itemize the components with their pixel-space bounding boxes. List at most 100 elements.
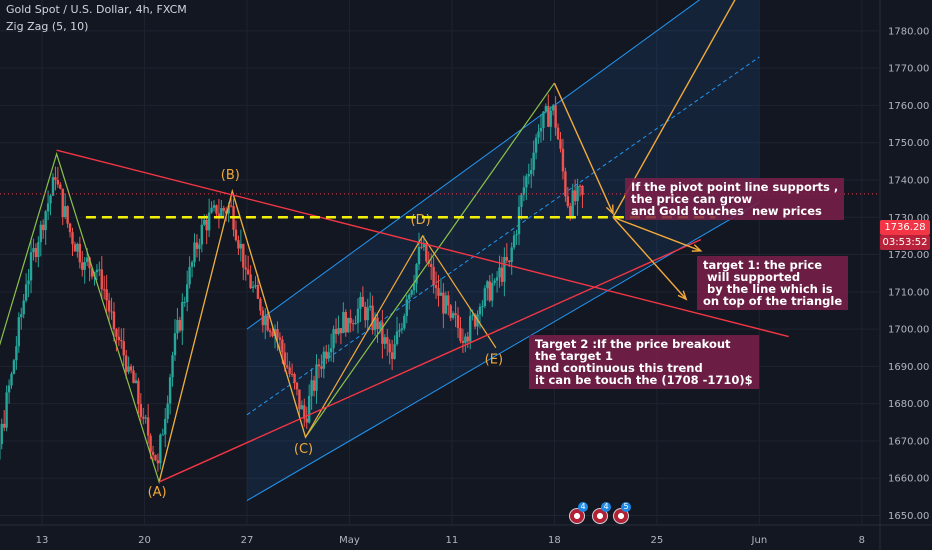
candle-body — [132, 370, 135, 384]
candle-body — [417, 246, 421, 265]
candle-body — [547, 106, 550, 127]
candle-body — [466, 336, 469, 342]
projection-arrow-target1 — [612, 216, 702, 252]
candle-body — [246, 269, 250, 275]
projection-arrow-target1-head — [691, 244, 703, 252]
candle-body — [495, 277, 499, 281]
candle-body — [403, 315, 406, 329]
candle-body — [164, 418, 167, 435]
candle-body — [486, 281, 489, 289]
candle-body — [500, 267, 504, 282]
pivot-note-line: If the pivot point line supports , — [631, 180, 839, 194]
candle-body — [237, 240, 240, 249]
candle-body — [46, 203, 50, 212]
candle-body — [464, 336, 467, 344]
candle-body — [264, 315, 267, 326]
candle-body — [456, 315, 460, 328]
candle-body — [71, 232, 74, 245]
candle-body — [329, 348, 333, 353]
candle-body — [549, 110, 552, 127]
y-tick-label: 1720.00 — [888, 250, 929, 261]
candle-body — [527, 174, 530, 177]
candle-body — [259, 298, 262, 311]
target1-note-line: on top of the triangle — [703, 294, 843, 308]
candle-body — [559, 139, 562, 149]
candle-body — [120, 340, 123, 342]
candle-body — [5, 392, 8, 428]
candle-body — [322, 351, 326, 369]
candle-body — [373, 317, 377, 331]
y-tick-label: 1760.00 — [888, 101, 929, 112]
candle-body — [183, 302, 186, 304]
y-tick-label: 1670.00 — [888, 436, 929, 447]
candle-body — [488, 281, 491, 301]
x-tick-label: 8 — [859, 535, 865, 546]
candle-body — [234, 229, 238, 241]
candle-body — [315, 364, 318, 391]
candle-body — [22, 300, 25, 315]
candle-body — [78, 243, 82, 263]
candle-body — [227, 205, 230, 214]
candle-body — [434, 285, 438, 289]
event-count-badge: 4 — [578, 502, 588, 512]
candle-body — [539, 127, 543, 132]
candle-body — [251, 286, 255, 289]
wave-point-label: (C) — [294, 442, 313, 457]
candle-body — [461, 340, 465, 344]
us-flag-icon[interactable] — [592, 508, 608, 524]
candle-body — [39, 224, 42, 243]
candle-body — [171, 355, 174, 378]
candle-body — [525, 176, 528, 188]
candle-body — [512, 235, 516, 248]
candle-body — [561, 148, 565, 172]
x-tick-label: 25 — [651, 535, 664, 546]
candle-body — [337, 328, 340, 335]
x-tick-label: 18 — [548, 535, 561, 546]
candle-body — [530, 169, 533, 175]
target2-note-line: and continuous this trend — [535, 361, 703, 375]
candle-body — [68, 223, 72, 233]
target2-note-line: the target 1 — [535, 349, 613, 363]
target1-note-line: will supported — [703, 270, 801, 284]
us-flag-icon[interactable] — [569, 508, 585, 524]
target2-note-line: it can be touch the (1708 -1710)$ — [535, 373, 753, 387]
candle-body — [300, 405, 304, 410]
candle-body — [290, 373, 294, 375]
candle-body — [2, 423, 6, 428]
candle-body — [49, 195, 52, 204]
candle-body — [268, 330, 272, 333]
candle-body — [217, 213, 221, 217]
candle-body — [537, 131, 540, 138]
candle-body — [185, 284, 189, 303]
candle-body — [471, 314, 474, 317]
candle-body — [386, 337, 389, 344]
candle-body — [395, 331, 399, 345]
candle-body — [293, 373, 296, 383]
target1-note: target 1: the price will supported by th… — [697, 256, 849, 310]
x-tick-label: 11 — [446, 535, 459, 546]
candle-body — [354, 322, 357, 325]
candle-body — [564, 171, 567, 197]
candle-body — [124, 355, 128, 372]
candle-body — [478, 306, 482, 315]
candle-body — [76, 243, 79, 252]
candle-body — [161, 434, 164, 436]
candle-body — [276, 329, 279, 338]
indicator-label: Zig Zag (5, 10) — [6, 20, 89, 33]
candle-body — [283, 352, 286, 366]
pivot-note-line: the price can grow — [631, 192, 753, 206]
candle-body — [90, 268, 94, 277]
wave-point-label: (B) — [221, 168, 240, 183]
candle-body — [24, 284, 28, 301]
channel-upper-line — [246, 0, 701, 330]
candle-body — [551, 105, 555, 111]
candle-body — [81, 262, 84, 270]
candle-body — [176, 319, 179, 334]
candle-body — [332, 329, 335, 349]
candle-body — [54, 177, 57, 180]
countdown-label: 03:53:52 — [880, 235, 930, 250]
candle-body — [254, 285, 257, 287]
candle-body — [115, 329, 118, 337]
candle-body — [98, 269, 101, 271]
